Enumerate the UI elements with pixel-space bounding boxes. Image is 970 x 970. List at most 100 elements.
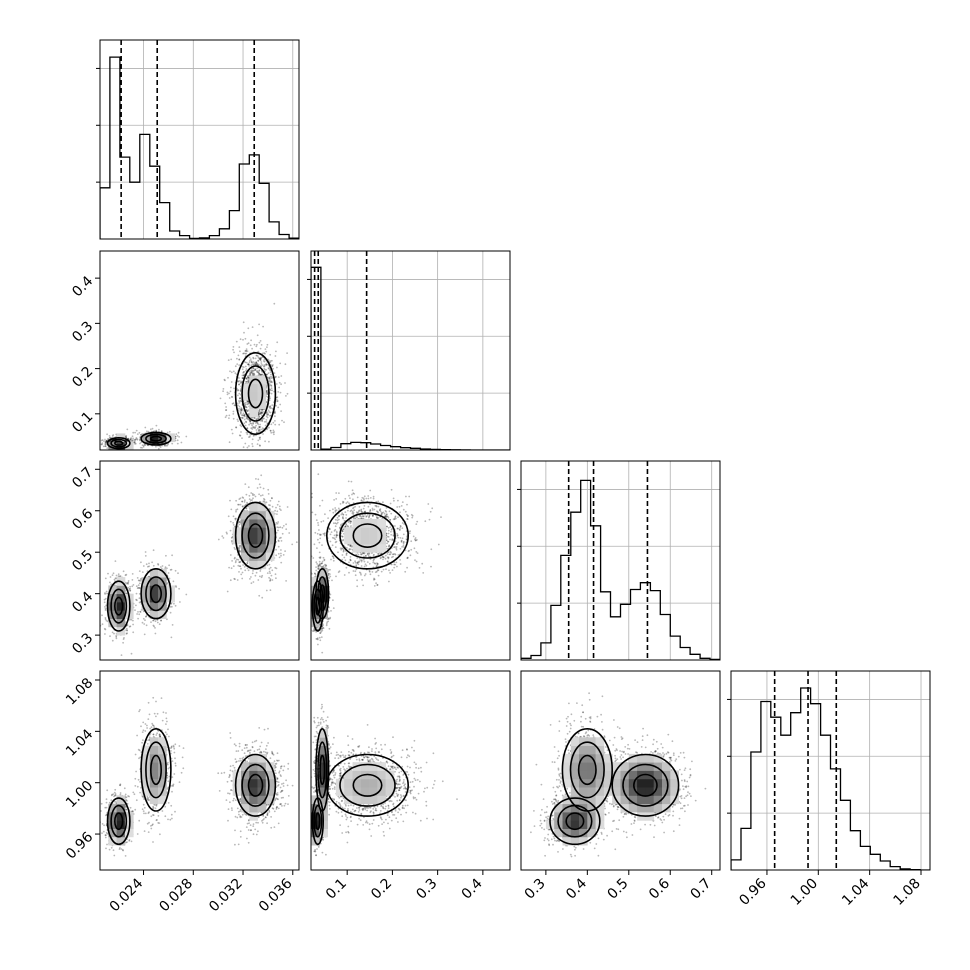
scatter-point	[114, 560, 117, 562]
scatter-point	[160, 619, 163, 622]
scatter-point	[226, 393, 229, 396]
scatter-point	[237, 558, 240, 561]
scatter-point	[269, 508, 271, 511]
scatter-point	[278, 556, 281, 559]
scatter-point	[258, 493, 260, 496]
scatter-point	[261, 373, 264, 376]
scatter-point	[245, 380, 248, 383]
scatter-point	[109, 635, 111, 638]
scatter-point	[251, 445, 254, 448]
scatter-point	[258, 369, 261, 372]
scatter-point	[237, 525, 239, 528]
scatter-point	[273, 302, 276, 305]
scatter-point	[167, 572, 170, 574]
scatter-point	[270, 423, 273, 426]
scatter-point	[239, 397, 242, 399]
scatter-point	[105, 619, 108, 622]
scatter-point	[257, 412, 260, 415]
scatter-point	[257, 427, 259, 430]
scatter-point	[124, 574, 127, 577]
scatter-point	[237, 389, 240, 391]
scatter-point	[228, 417, 230, 419]
scatter-point	[111, 639, 114, 642]
scatter-point	[269, 572, 271, 574]
scatter-point	[238, 521, 241, 523]
scatter-point	[265, 350, 268, 353]
scatter-point	[270, 377, 273, 380]
scatter-point	[258, 426, 261, 429]
scatter-point	[269, 388, 271, 391]
scatter-point	[103, 601, 106, 604]
scatter-point	[176, 442, 179, 445]
scatter-point	[126, 428, 129, 431]
scatter-point	[275, 404, 277, 407]
scatter-point	[270, 497, 273, 499]
scatter-point	[242, 446, 245, 449]
scatter-point	[142, 610, 145, 613]
scatter-point	[251, 499, 254, 501]
scatter-point	[170, 568, 173, 571]
scatter-point	[136, 587, 139, 589]
scatter-point	[276, 513, 278, 515]
scatter-point	[239, 350, 241, 353]
scatter-point	[276, 503, 279, 506]
scatter-point	[245, 401, 247, 404]
scatter-point	[236, 357, 238, 360]
scatter-point	[174, 437, 177, 440]
scatter-point	[177, 431, 180, 434]
scatter-point	[269, 381, 272, 384]
scatter-point	[274, 420, 276, 422]
scatter-point	[260, 363, 263, 365]
scatter-point	[280, 554, 282, 557]
scatter-point	[257, 363, 260, 366]
density-cell	[241, 519, 250, 528]
scatter-point	[229, 520, 232, 523]
scatter-point	[262, 325, 264, 328]
scatter-point	[234, 556, 236, 559]
scatter-point	[137, 587, 140, 589]
scatter-point	[247, 569, 250, 572]
scatter-point	[230, 537, 233, 539]
scatter-point	[273, 372, 276, 374]
scatter-point	[231, 541, 233, 543]
scatter-point	[113, 578, 116, 581]
scatter-point	[271, 497, 273, 500]
density-cell	[241, 543, 250, 553]
scatter-point	[235, 426, 238, 429]
scatter-point	[136, 577, 139, 579]
scatter-point	[130, 618, 133, 621]
scatter-point	[166, 582, 169, 584]
scatter-point	[235, 509, 238, 511]
density-cell	[249, 527, 258, 536]
scatter-point	[269, 378, 271, 381]
scatter-point	[246, 417, 249, 420]
scatter-point	[160, 430, 163, 433]
scatter-point	[242, 412, 245, 415]
scatter-point	[233, 557, 236, 560]
scatter-point	[126, 629, 128, 632]
scatter-point	[180, 441, 183, 444]
scatter-point	[246, 562, 249, 564]
scatter-point	[235, 340, 238, 343]
scatter-point	[262, 452, 264, 454]
scatter-point	[136, 599, 138, 602]
scatter-point	[241, 408, 244, 411]
scatter-point	[237, 409, 240, 412]
scatter-point	[261, 596, 264, 599]
density-cell	[241, 510, 250, 520]
scatter-point	[104, 628, 107, 631]
scatter-point	[134, 438, 137, 441]
scatter-point	[238, 397, 241, 400]
scatter-point	[235, 560, 237, 562]
scatter-point	[105, 440, 108, 442]
scatter-point	[279, 526, 282, 529]
contour-line	[140, 567, 172, 620]
scatter-point	[255, 421, 258, 424]
scatter-point	[258, 341, 261, 344]
scatter-point	[269, 429, 272, 432]
scatter-point	[226, 532, 228, 535]
scatter-point	[246, 427, 249, 429]
scatter-point	[259, 374, 262, 376]
scatter-point	[259, 347, 262, 350]
scatter-point	[261, 428, 263, 431]
